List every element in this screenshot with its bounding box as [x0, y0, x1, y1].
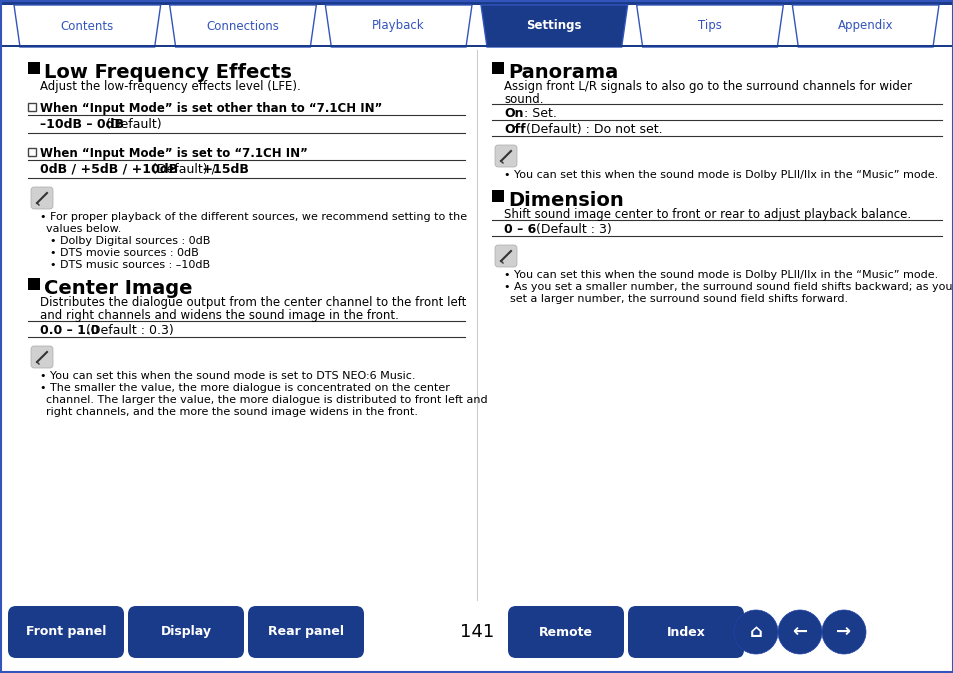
- Text: • You can set this when the sound mode is set to DTS NEO:6 Music.: • You can set this when the sound mode i…: [40, 371, 416, 381]
- Text: Dimension: Dimension: [507, 191, 623, 210]
- Text: ←: ←: [792, 623, 807, 641]
- Text: • The smaller the value, the more dialogue is concentrated on the center: • The smaller the value, the more dialog…: [40, 383, 450, 393]
- FancyBboxPatch shape: [495, 145, 517, 167]
- Text: Rear panel: Rear panel: [268, 625, 344, 639]
- Circle shape: [821, 610, 865, 654]
- Text: • You can set this when the sound mode is Dolby PLII/IIx in the “Music” mode.: • You can set this when the sound mode i…: [503, 270, 937, 280]
- Bar: [28, 62, 40, 74]
- Text: set a larger number, the surround sound field shifts forward.: set a larger number, the surround sound …: [510, 294, 847, 304]
- Circle shape: [733, 610, 778, 654]
- Text: • As you set a smaller number, the surround sound field shifts backward; as you: • As you set a smaller number, the surro…: [503, 282, 951, 292]
- Text: and right channels and widens the sound image in the front.: and right channels and widens the sound …: [40, 309, 398, 322]
- Text: Connections: Connections: [207, 20, 279, 32]
- Text: On: On: [503, 107, 523, 120]
- Text: →: →: [836, 623, 851, 641]
- Text: Shift sound image center to front or rear to adjust playback balance.: Shift sound image center to front or rea…: [503, 208, 910, 221]
- Text: –10dB – 0dB: –10dB – 0dB: [40, 118, 124, 131]
- Text: Adjust the low-frequency effects level (LFE).: Adjust the low-frequency effects level (…: [40, 80, 300, 93]
- Polygon shape: [480, 5, 627, 47]
- Text: (Default) : Do not set.: (Default) : Do not set.: [521, 123, 662, 136]
- Text: • For proper playback of the different sources, we recommend setting to the: • For proper playback of the different s…: [40, 212, 467, 222]
- Text: When “Input Mode” is set other than to “7.1CH IN”: When “Input Mode” is set other than to “…: [40, 102, 382, 115]
- Text: Settings: Settings: [526, 20, 581, 32]
- Text: Front panel: Front panel: [26, 625, 106, 639]
- Text: Tips: Tips: [698, 20, 721, 32]
- Text: values below.: values below.: [46, 224, 121, 234]
- Text: (Default : 0.3): (Default : 0.3): [82, 324, 173, 337]
- Circle shape: [778, 610, 821, 654]
- Bar: [0, 45, 953, 47]
- Polygon shape: [792, 5, 938, 47]
- FancyBboxPatch shape: [507, 606, 623, 658]
- Text: Display: Display: [160, 625, 212, 639]
- Text: Remote: Remote: [538, 625, 593, 639]
- Text: (Default : 3): (Default : 3): [532, 223, 611, 236]
- FancyBboxPatch shape: [8, 606, 124, 658]
- FancyBboxPatch shape: [128, 606, 244, 658]
- Text: : Set.: : Set.: [519, 107, 557, 120]
- Text: (Default) /: (Default) /: [148, 163, 215, 176]
- Text: 0dB / +5dB / +10dB: 0dB / +5dB / +10dB: [40, 163, 178, 176]
- FancyBboxPatch shape: [248, 606, 364, 658]
- FancyBboxPatch shape: [495, 245, 517, 267]
- Text: • You can set this when the sound mode is Dolby PLII/IIx in the “Music” mode.: • You can set this when the sound mode i…: [503, 170, 937, 180]
- Polygon shape: [14, 5, 160, 47]
- Text: • DTS movie sources : 0dB: • DTS movie sources : 0dB: [50, 248, 198, 258]
- Text: Center Image: Center Image: [44, 279, 193, 298]
- Bar: [28, 103, 36, 111]
- FancyBboxPatch shape: [30, 187, 53, 209]
- FancyBboxPatch shape: [30, 346, 53, 368]
- Text: • Dolby Digital sources : 0dB: • Dolby Digital sources : 0dB: [50, 236, 211, 246]
- Text: 0.0 – 1.0: 0.0 – 1.0: [40, 324, 99, 337]
- Polygon shape: [636, 5, 782, 47]
- Text: Playback: Playback: [372, 20, 424, 32]
- Bar: [28, 148, 36, 156]
- FancyBboxPatch shape: [627, 606, 743, 658]
- Text: +15dB: +15dB: [198, 163, 249, 176]
- Text: When “Input Mode” is set to “7.1CH IN”: When “Input Mode” is set to “7.1CH IN”: [40, 147, 308, 160]
- Text: 141: 141: [459, 623, 494, 641]
- Text: Assign front L/R signals to also go to the surround channels for wider: Assign front L/R signals to also go to t…: [503, 80, 911, 93]
- Text: 0 – 6: 0 – 6: [503, 223, 536, 236]
- Text: Off: Off: [503, 123, 525, 136]
- Text: (Default): (Default): [102, 118, 161, 131]
- Bar: [492, 190, 503, 202]
- Bar: [28, 278, 40, 290]
- Text: Distributes the dialogue output from the center channel to the front left: Distributes the dialogue output from the…: [40, 296, 466, 309]
- Text: Contents: Contents: [61, 20, 113, 32]
- Text: right channels, and the more the sound image widens in the front.: right channels, and the more the sound i…: [46, 407, 417, 417]
- Bar: [492, 62, 503, 74]
- Text: ⌂: ⌂: [749, 623, 761, 641]
- Bar: [0, 0, 953, 5]
- Text: Low Frequency Effects: Low Frequency Effects: [44, 63, 292, 82]
- Polygon shape: [325, 5, 472, 47]
- Text: sound.: sound.: [503, 93, 543, 106]
- Polygon shape: [170, 5, 316, 47]
- Text: Appendix: Appendix: [837, 20, 893, 32]
- Text: Index: Index: [666, 625, 704, 639]
- Text: Panorama: Panorama: [507, 63, 618, 82]
- Text: channel. The larger the value, the more dialogue is distributed to front left an: channel. The larger the value, the more …: [46, 395, 487, 405]
- Text: • DTS music sources : –10dB: • DTS music sources : –10dB: [50, 260, 210, 270]
